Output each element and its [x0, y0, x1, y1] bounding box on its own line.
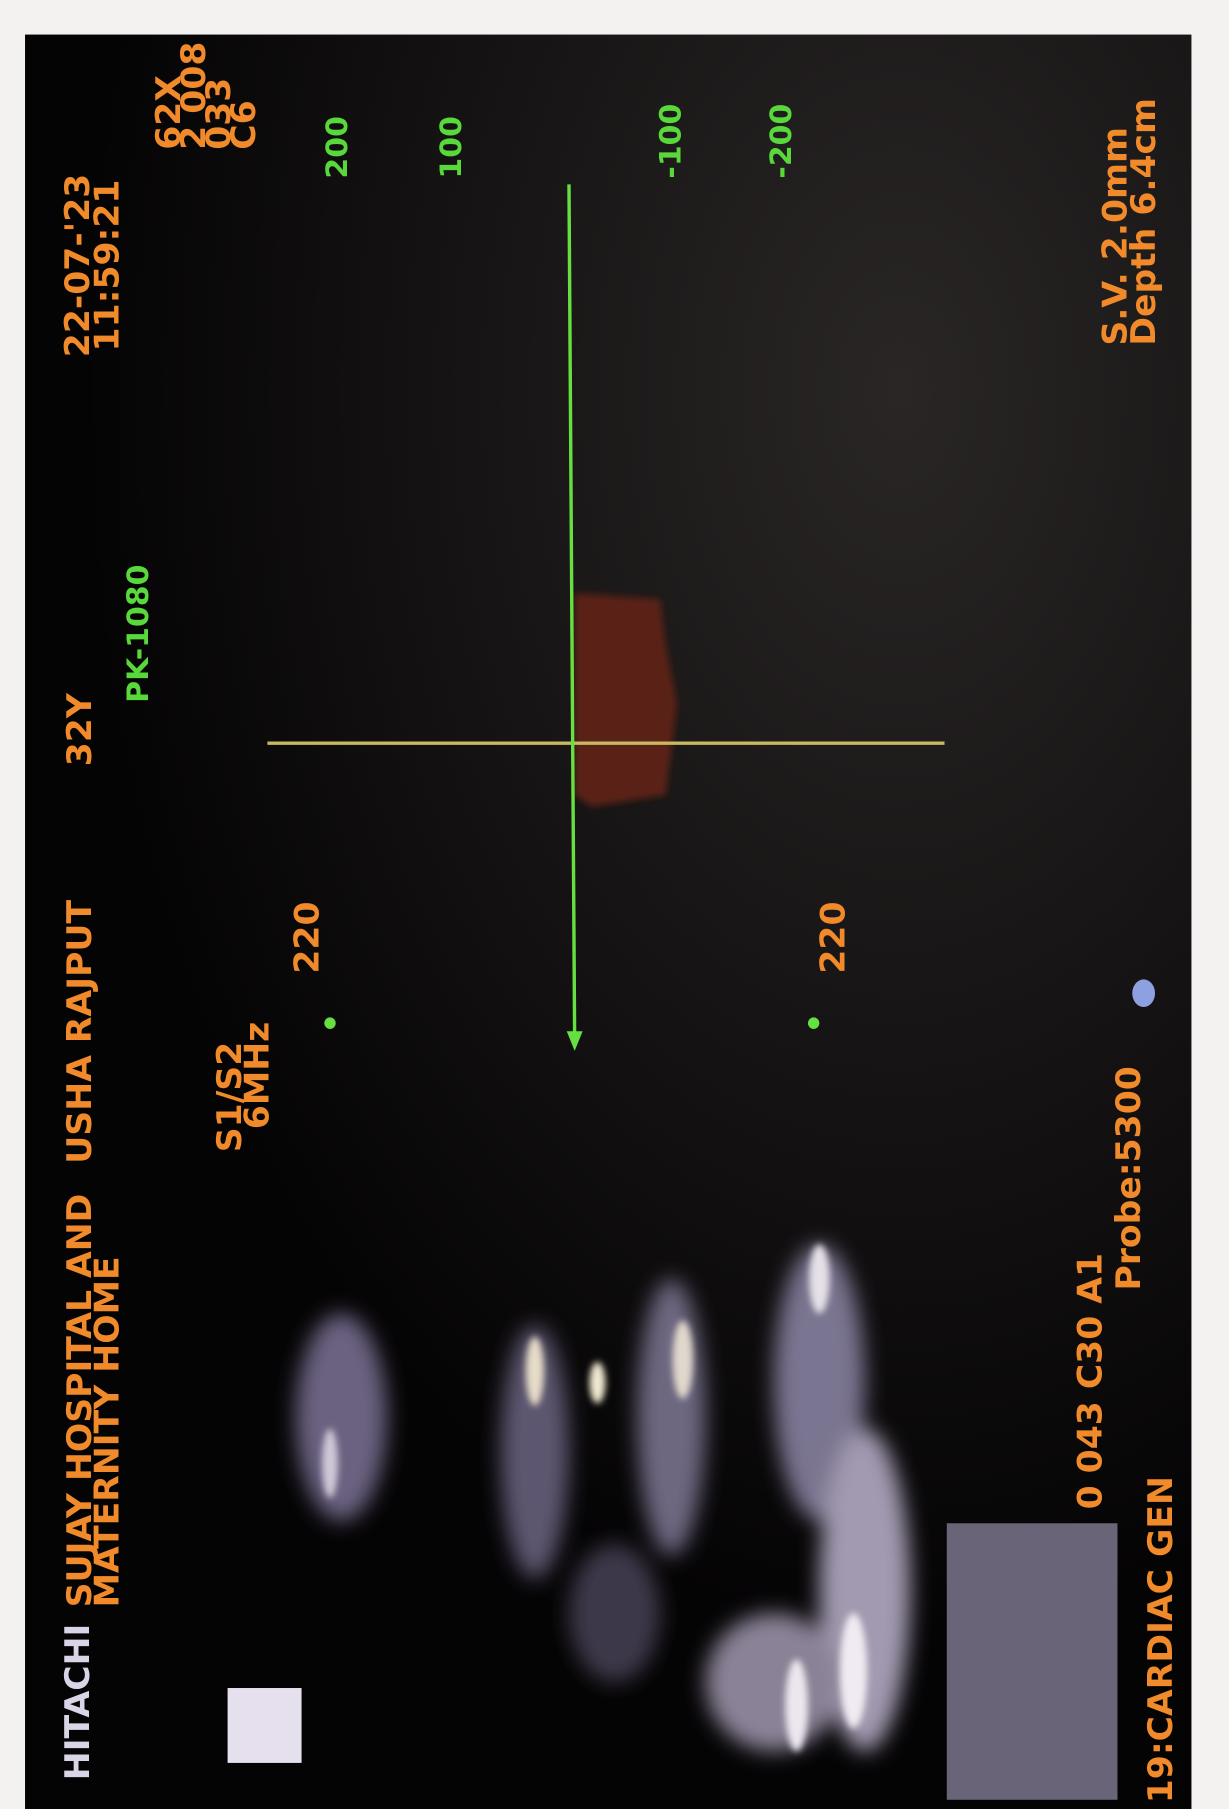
time: 11:59:21 — [88, 180, 128, 352]
setting: C6 — [224, 100, 264, 149]
hospital-name: SUJAY HOSPITAL AND — [60, 1194, 100, 1608]
gate-marker — [324, 1017, 336, 1029]
probe: Probe:5300 — [1109, 1066, 1149, 1290]
patient-name: USHA RAJPUT — [60, 899, 100, 1163]
monitor — [25, 34, 1192, 1809]
doppler-spectrum — [574, 593, 678, 807]
scale-label: 100 — [434, 116, 469, 179]
baseline-arrow — [566, 1031, 583, 1051]
brand: HITACHI — [58, 1624, 98, 1781]
sample-volume: S.V. 2.0mm — [1096, 127, 1136, 346]
setting: 2 008 — [174, 42, 214, 150]
setting: 033 — [199, 78, 239, 150]
gray-bar — [227, 1688, 302, 1763]
gate-depth: 220 — [288, 901, 328, 973]
gate-marker — [807, 1017, 820, 1029]
frequency: 6MHz — [238, 1022, 278, 1129]
scale-label: 200 — [320, 116, 355, 179]
depth: Depth 6.4cm — [1124, 98, 1164, 346]
scale-label: -100 — [654, 104, 689, 179]
bmode-image — [295, 1244, 911, 1752]
probe-icon — [1132, 979, 1156, 1008]
date: 22-07-'23 — [58, 174, 98, 358]
measurement-box — [946, 1523, 1118, 1800]
gate-depth: 220 — [814, 901, 854, 973]
baseline — [567, 184, 577, 1043]
prf: PK-1080 — [121, 565, 156, 703]
bmode-speckle — [322, 1244, 868, 1752]
preset: 19:CARDIAC GEN — [1141, 1476, 1181, 1803]
frequency: S1/S2 — [210, 1042, 250, 1152]
scale-label: -200 — [764, 104, 799, 179]
setting: 62X — [149, 75, 189, 150]
hospital-name: MATERNITY HOME — [88, 1256, 128, 1607]
parameters: 0 043 C30 A1 — [1071, 1253, 1111, 1510]
patient-age: 32Y — [60, 692, 100, 766]
